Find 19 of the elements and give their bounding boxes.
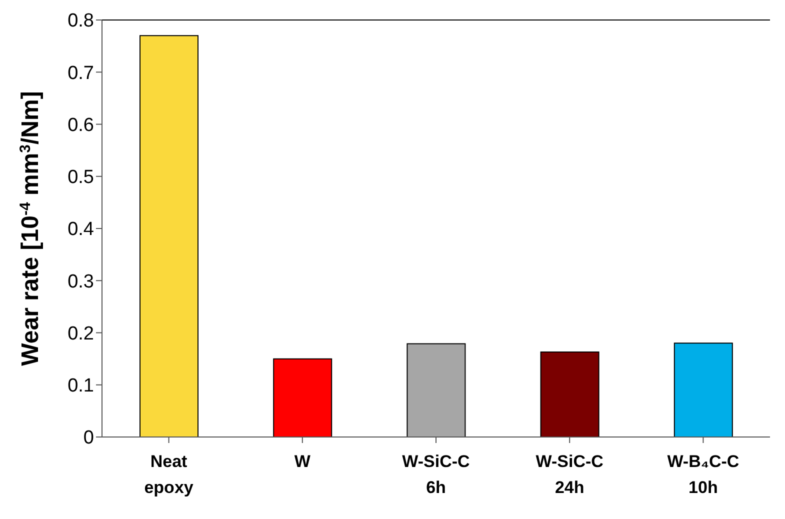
- y-tick-label: 0: [83, 428, 94, 449]
- bar: [674, 342, 733, 437]
- x-tick-label: W: [294, 452, 312, 471]
- y-tick-label: 0.4: [68, 219, 94, 240]
- y-tick-label: 0.3: [68, 271, 94, 292]
- y-tick-label: 0.1: [68, 376, 94, 397]
- x-tick-label: Neat epoxy: [144, 452, 194, 497]
- x-tick-label: W-SiC-C 24h: [536, 452, 604, 497]
- bar: [540, 352, 600, 437]
- y-tick-label: 0.7: [68, 62, 94, 84]
- bar: [140, 35, 198, 437]
- y-tick-label: 0.2: [68, 323, 94, 344]
- x-tick-label: W-B₄C-C 10h: [667, 452, 740, 497]
- bar: [406, 343, 466, 437]
- y-tick-label: 0.5: [68, 167, 94, 188]
- x-tick-label: W-SiC-C 6h: [402, 452, 470, 497]
- y-tick-label: 0.8: [68, 10, 94, 32]
- y-tick-label: 0.6: [68, 114, 94, 136]
- bar: [273, 358, 332, 437]
